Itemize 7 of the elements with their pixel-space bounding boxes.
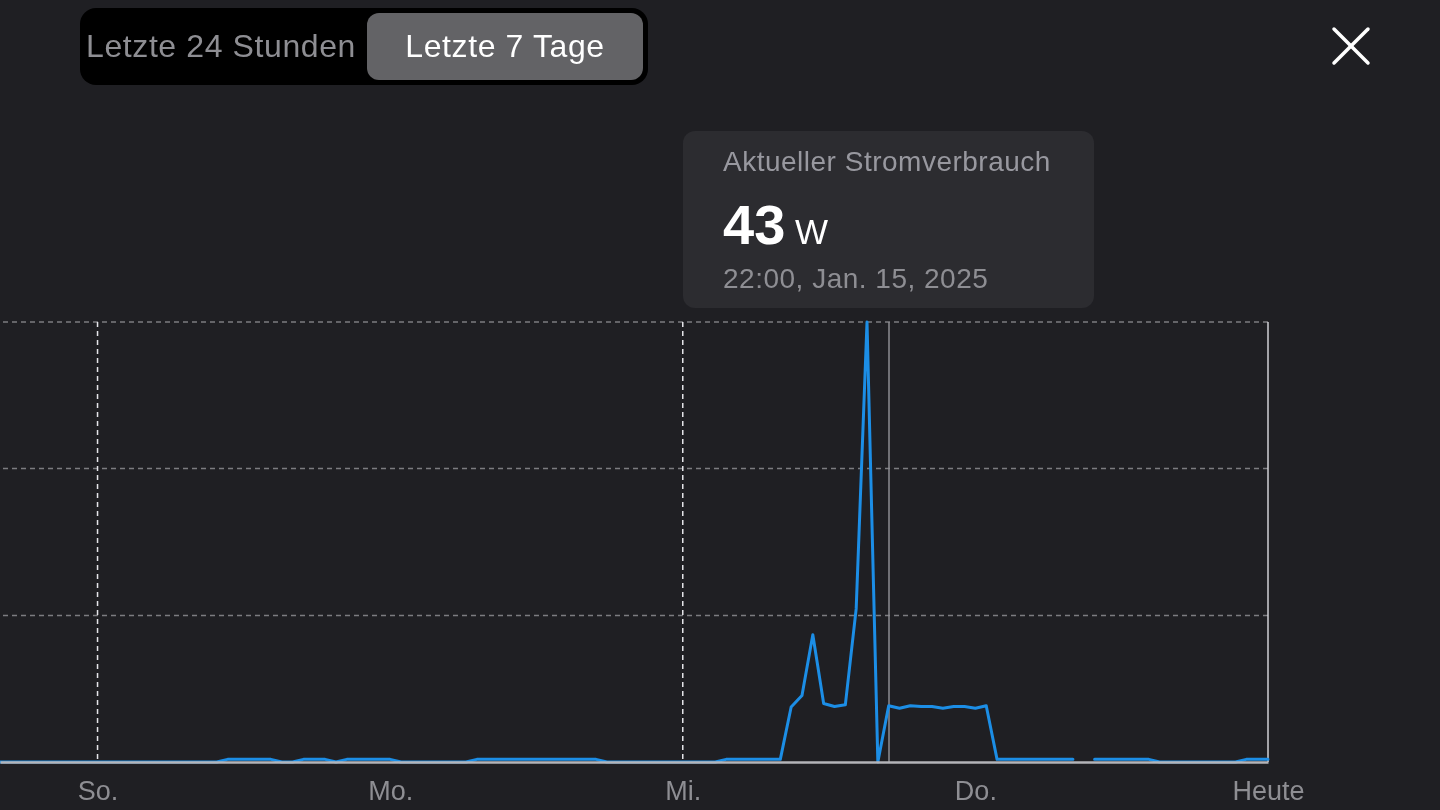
tooltip-card: Aktueller Stromverbrauch 43 W 22:00, Jan. 15, 2025 <box>683 131 1094 308</box>
x-tick-label: Heute <box>1232 775 1305 806</box>
x-tick-label: Mi. <box>665 775 702 806</box>
x-tick-label: Mo. <box>368 775 414 806</box>
segmented-control: Letzte 24 Stunden Letzte 7 Tage <box>80 8 648 85</box>
x-tick-label: Do. <box>954 775 997 806</box>
x-tick-label: So. <box>77 775 119 806</box>
